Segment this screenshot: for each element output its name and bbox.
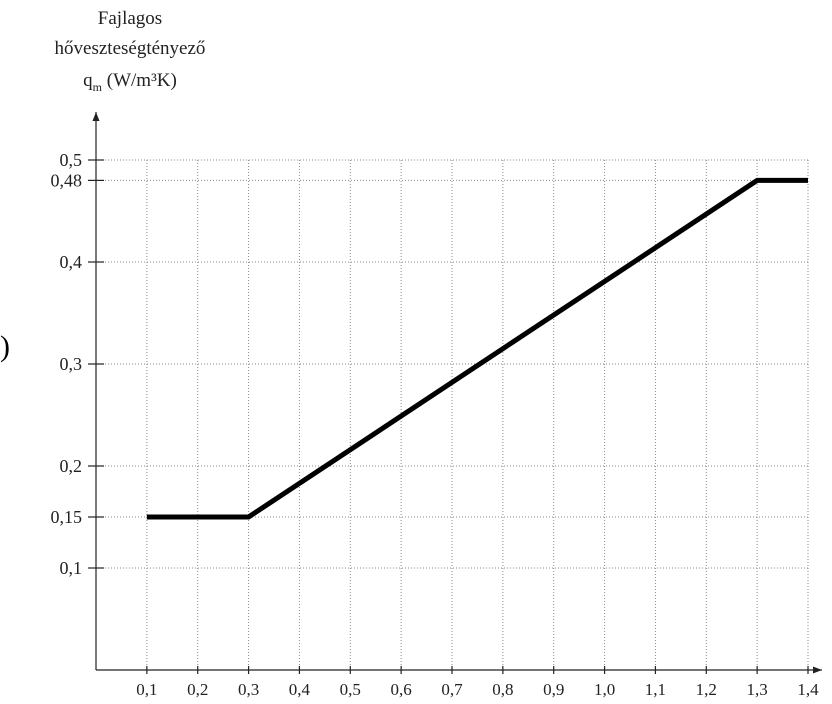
y-axis-title-line-3: qm (W/m³K)	[0, 70, 260, 98]
y-tick-label-3: 0,3	[60, 354, 83, 374]
x-tick-label-9: 1,0	[594, 680, 615, 699]
y-tick-label-4: 0,4	[60, 252, 83, 272]
series-line-0	[146, 177, 808, 520]
stray-glyph: )	[0, 330, 10, 363]
x-tick-label-8: 0,9	[543, 680, 564, 699]
y-tick-label-1: 0,15	[51, 507, 83, 527]
y-tick-label-2: 0,2	[60, 456, 83, 476]
x-tick-label-10: 1,1	[645, 680, 666, 699]
y-axis-title-line-1: Fajlagos	[97, 8, 163, 29]
y-tick-label-6: 0,5	[60, 150, 83, 170]
x-tick-label-11: 1,2	[696, 680, 717, 699]
y-axis-arrow	[92, 112, 100, 121]
x-axis-arrow	[813, 666, 822, 674]
y-tick-label-5: 0,48	[51, 170, 83, 190]
x-tick-label-7: 0,8	[492, 680, 513, 699]
x-tick-label-1: 0,2	[187, 680, 208, 699]
y-axis-symbol-subscript: m	[92, 79, 103, 94]
y-axis-symbol: q	[83, 70, 93, 91]
x-tick-label-2: 0,3	[238, 680, 259, 699]
x-tick-label-0: 0,1	[136, 680, 157, 699]
x-tick-label-12: 1,3	[747, 680, 768, 699]
x-tick-label-3: 0,4	[289, 680, 311, 699]
y-axis-title-line-2: hőveszteségtényező	[54, 38, 206, 59]
x-tick-label-5: 0,6	[391, 680, 412, 699]
x-tick-label-6: 0,7	[441, 680, 463, 699]
y-tick-label-0: 0,1	[60, 558, 83, 578]
x-tick-label-4: 0,5	[340, 680, 361, 699]
y-axis-unit: (W/m³K)	[102, 70, 177, 91]
x-tick-label-13: 1,4	[797, 680, 819, 699]
